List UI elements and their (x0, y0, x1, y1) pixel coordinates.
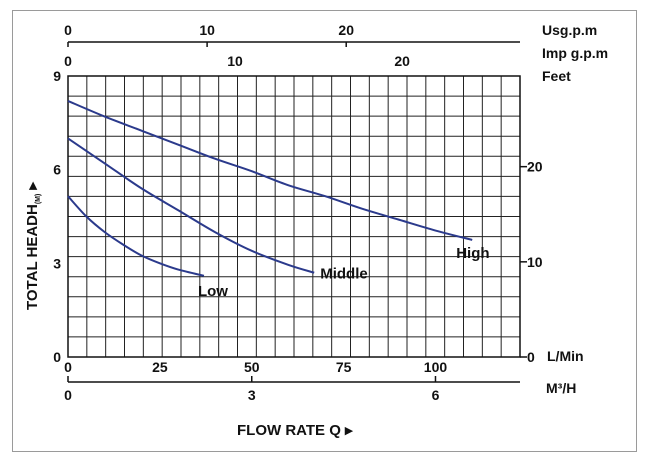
tick-usgpm: 10 (199, 22, 215, 38)
axis-label-usgpm: Usg.p.m (542, 22, 597, 38)
series-line-low (67, 195, 205, 277)
axis-label-m3h: M³/H (546, 380, 576, 396)
tick-lpm: 100 (424, 359, 448, 375)
tick-impgpm: 20 (394, 53, 410, 69)
tick-feet: 10 (527, 254, 543, 270)
series-line-middle (67, 137, 315, 274)
y-axis-title-arrow: ▸ (24, 181, 41, 191)
x-axis-title: FLOW RATE Q ▸ (237, 422, 354, 439)
tick-meters: 0 (53, 349, 61, 365)
tick-meters: 6 (53, 162, 61, 178)
tick-usgpm: 20 (338, 22, 354, 38)
tick-usgpm: 0 (64, 22, 72, 38)
tick-feet: 0 (527, 349, 535, 365)
tick-lpm: 50 (244, 359, 260, 375)
svg-text:TOTAL HEADH(M)▸: TOTAL HEADH(M) ▸ (24, 181, 42, 310)
y-axis-title-unit: (M) (35, 194, 42, 205)
axis-label-feet: Feet (542, 68, 571, 84)
tick-lpm: 0 (64, 359, 72, 375)
y-axis-title: TOTAL HEADH(M) ▸ (24, 181, 42, 310)
tick-impgpm: 10 (227, 53, 243, 69)
tick-m3h: 3 (248, 387, 256, 403)
tick-impgpm: 0 (64, 53, 72, 69)
tick-m3h: 0 (64, 387, 72, 403)
series-label-high: High (456, 245, 489, 262)
series-line-high (67, 100, 473, 241)
tick-lpm: 75 (336, 359, 352, 375)
chart-frame (12, 10, 637, 452)
tick-meters: 9 (53, 68, 61, 84)
axis-label-lpm: L/Min (547, 348, 584, 364)
tick-feet: 20 (527, 159, 543, 175)
axes (68, 41, 520, 383)
tick-m3h: 6 (432, 387, 440, 403)
y-axis-title-main: TOTAL HEADH (24, 204, 41, 310)
axis-label-impgpm: Imp g.p.m (542, 45, 608, 61)
grid (67, 75, 521, 358)
plot-border (67, 75, 521, 358)
series-lines: High Middle Low (67, 100, 490, 300)
series-label-low: Low (198, 283, 228, 300)
tick-meters: 3 (53, 255, 61, 271)
series-label-middle: Middle (320, 266, 368, 283)
tick-lpm: 25 (152, 359, 168, 375)
